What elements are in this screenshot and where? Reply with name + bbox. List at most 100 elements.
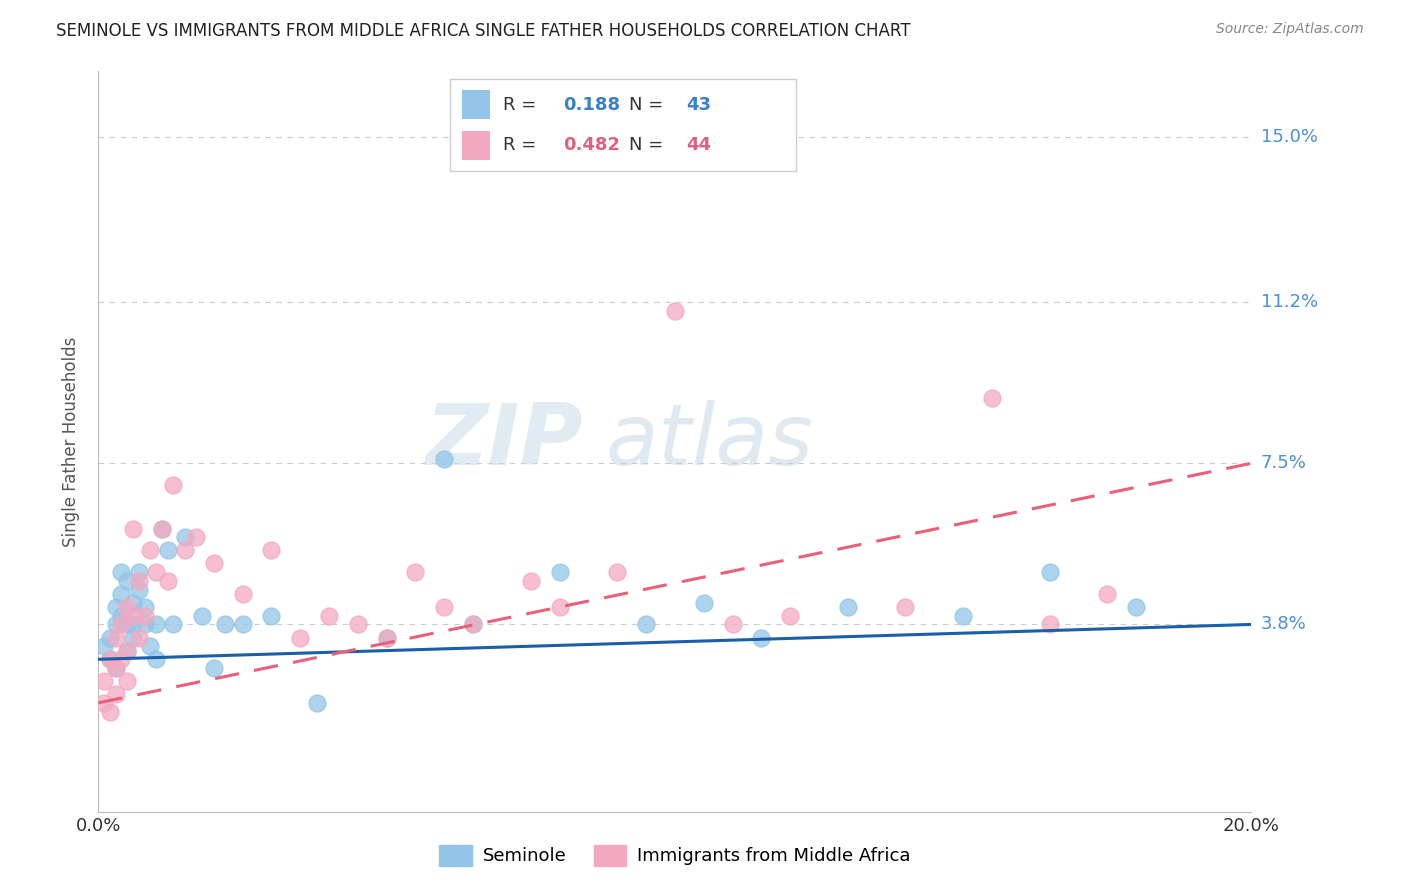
Point <box>405 565 427 579</box>
Point <box>375 631 398 645</box>
Point <box>104 661 127 675</box>
Point <box>110 617 132 632</box>
Point <box>231 587 254 601</box>
Point <box>186 530 208 544</box>
Point <box>145 565 167 579</box>
Point <box>110 565 132 579</box>
Point <box>145 652 167 666</box>
Text: 43: 43 <box>686 95 711 113</box>
Point <box>162 478 184 492</box>
Point <box>461 617 484 632</box>
Text: 0.188: 0.188 <box>562 95 620 113</box>
Point <box>122 631 145 645</box>
Point <box>606 565 628 579</box>
Point <box>837 600 859 615</box>
Point <box>548 565 571 579</box>
Point <box>110 587 132 601</box>
Text: Source: ZipAtlas.com: Source: ZipAtlas.com <box>1216 22 1364 37</box>
Point <box>117 643 138 657</box>
Point <box>93 639 115 653</box>
Text: R =: R = <box>503 136 543 154</box>
Point <box>122 596 145 610</box>
Point <box>156 574 179 588</box>
Point <box>98 705 121 719</box>
Point <box>122 522 145 536</box>
Legend: Seminole, Immigrants from Middle Africa: Seminole, Immigrants from Middle Africa <box>432 838 918 873</box>
Point <box>150 522 173 536</box>
Point <box>117 617 138 632</box>
Text: 3.8%: 3.8% <box>1261 615 1306 633</box>
Point <box>93 696 115 710</box>
Text: 44: 44 <box>686 136 711 154</box>
Point <box>104 600 127 615</box>
FancyBboxPatch shape <box>450 78 796 171</box>
Point <box>104 661 127 675</box>
Text: ZIP: ZIP <box>425 400 582 483</box>
Point <box>202 557 225 571</box>
Point <box>346 617 368 632</box>
Point <box>134 617 156 632</box>
Point <box>122 608 145 623</box>
Point <box>894 600 917 615</box>
Point <box>1097 587 1119 601</box>
Text: 0.482: 0.482 <box>562 136 620 154</box>
Point <box>202 661 225 675</box>
Point <box>214 617 236 632</box>
Text: 11.2%: 11.2% <box>1261 293 1317 311</box>
Point <box>110 608 132 623</box>
Point <box>433 600 456 615</box>
Point <box>318 608 340 623</box>
Point <box>117 574 138 588</box>
Point <box>779 608 801 623</box>
Point <box>128 631 150 645</box>
Point <box>721 617 744 632</box>
Point <box>307 696 329 710</box>
Point <box>548 600 571 615</box>
Point <box>134 600 156 615</box>
Point <box>375 631 398 645</box>
Point <box>122 617 145 632</box>
Point <box>231 617 254 632</box>
Point <box>174 543 197 558</box>
Point <box>981 391 1004 405</box>
Point <box>461 617 484 632</box>
Point <box>520 574 543 588</box>
Text: R =: R = <box>503 95 543 113</box>
Text: 7.5%: 7.5% <box>1261 454 1306 473</box>
Point <box>952 608 974 623</box>
Text: N =: N = <box>628 95 669 113</box>
Point <box>751 631 773 645</box>
Point <box>433 452 456 467</box>
Point <box>128 582 150 597</box>
Point <box>104 631 127 645</box>
Point <box>117 674 138 689</box>
Point <box>145 617 167 632</box>
Point <box>260 543 283 558</box>
Point <box>128 574 150 588</box>
Point <box>139 543 162 558</box>
Point <box>636 617 658 632</box>
Text: atlas: atlas <box>606 400 814 483</box>
Point <box>110 652 132 666</box>
Text: N =: N = <box>628 136 669 154</box>
Point <box>98 652 121 666</box>
Text: SEMINOLE VS IMMIGRANTS FROM MIDDLE AFRICA SINGLE FATHER HOUSEHOLDS CORRELATION C: SEMINOLE VS IMMIGRANTS FROM MIDDLE AFRIC… <box>56 22 911 40</box>
Y-axis label: Single Father Households: Single Father Households <box>62 336 80 547</box>
Point <box>162 617 184 632</box>
Point <box>693 596 716 610</box>
Point <box>98 652 121 666</box>
Point <box>128 565 150 579</box>
Point <box>1038 565 1062 579</box>
FancyBboxPatch shape <box>461 90 491 120</box>
Point <box>260 608 283 623</box>
Point <box>139 639 162 653</box>
Point <box>150 522 173 536</box>
Point <box>156 543 179 558</box>
Point <box>93 674 115 689</box>
Point <box>98 631 121 645</box>
Point <box>117 600 138 615</box>
FancyBboxPatch shape <box>461 130 491 161</box>
Point <box>104 687 127 701</box>
Point <box>1125 600 1147 615</box>
Point <box>174 530 197 544</box>
